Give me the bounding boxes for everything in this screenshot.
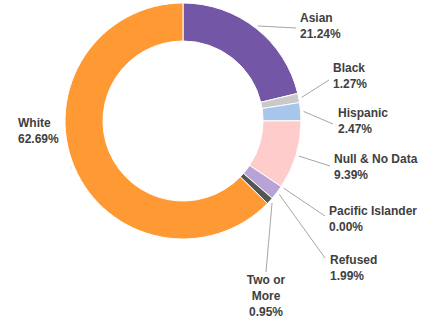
value-label: 62.69%	[18, 132, 59, 146]
value-label: 1.99%	[330, 269, 364, 283]
leader-line	[304, 111, 333, 124]
category-label: Black	[333, 61, 365, 75]
value-label: 0.95%	[249, 305, 283, 319]
leader-lines	[71, 26, 333, 272]
chart: Asian 21.24% Black 1.27% Hispanic 2.47% Null &…	[0, 0, 442, 326]
leader-line	[258, 26, 296, 28]
leader-line	[284, 188, 325, 216]
slice	[262, 103, 301, 121]
value-label: 21.24%	[300, 27, 341, 41]
category-label: Two orMore	[247, 273, 286, 303]
category-label: Null & No Data	[334, 152, 418, 166]
category-label: Asian	[300, 11, 333, 25]
category-label: Refused	[330, 253, 377, 267]
slices	[65, 3, 301, 239]
leader-line	[302, 80, 329, 97]
value-label: 2.47%	[338, 122, 372, 136]
leader-line	[279, 194, 325, 258]
labels: Asian 21.24% Black 1.27% Hispanic 2.47% Null &…	[18, 11, 418, 319]
value-label: 0.00%	[329, 220, 363, 234]
value-label: 9.39%	[334, 168, 368, 182]
category-label: White	[18, 116, 51, 130]
leader-line	[71, 167, 73, 168]
leader-line	[299, 156, 330, 166]
slice	[183, 3, 298, 102]
category-label: Pacific Islander	[329, 204, 417, 218]
value-label: 1.27%	[333, 77, 367, 91]
leader-line	[266, 203, 272, 272]
slice	[65, 3, 267, 239]
category-label: Hispanic	[338, 106, 388, 120]
